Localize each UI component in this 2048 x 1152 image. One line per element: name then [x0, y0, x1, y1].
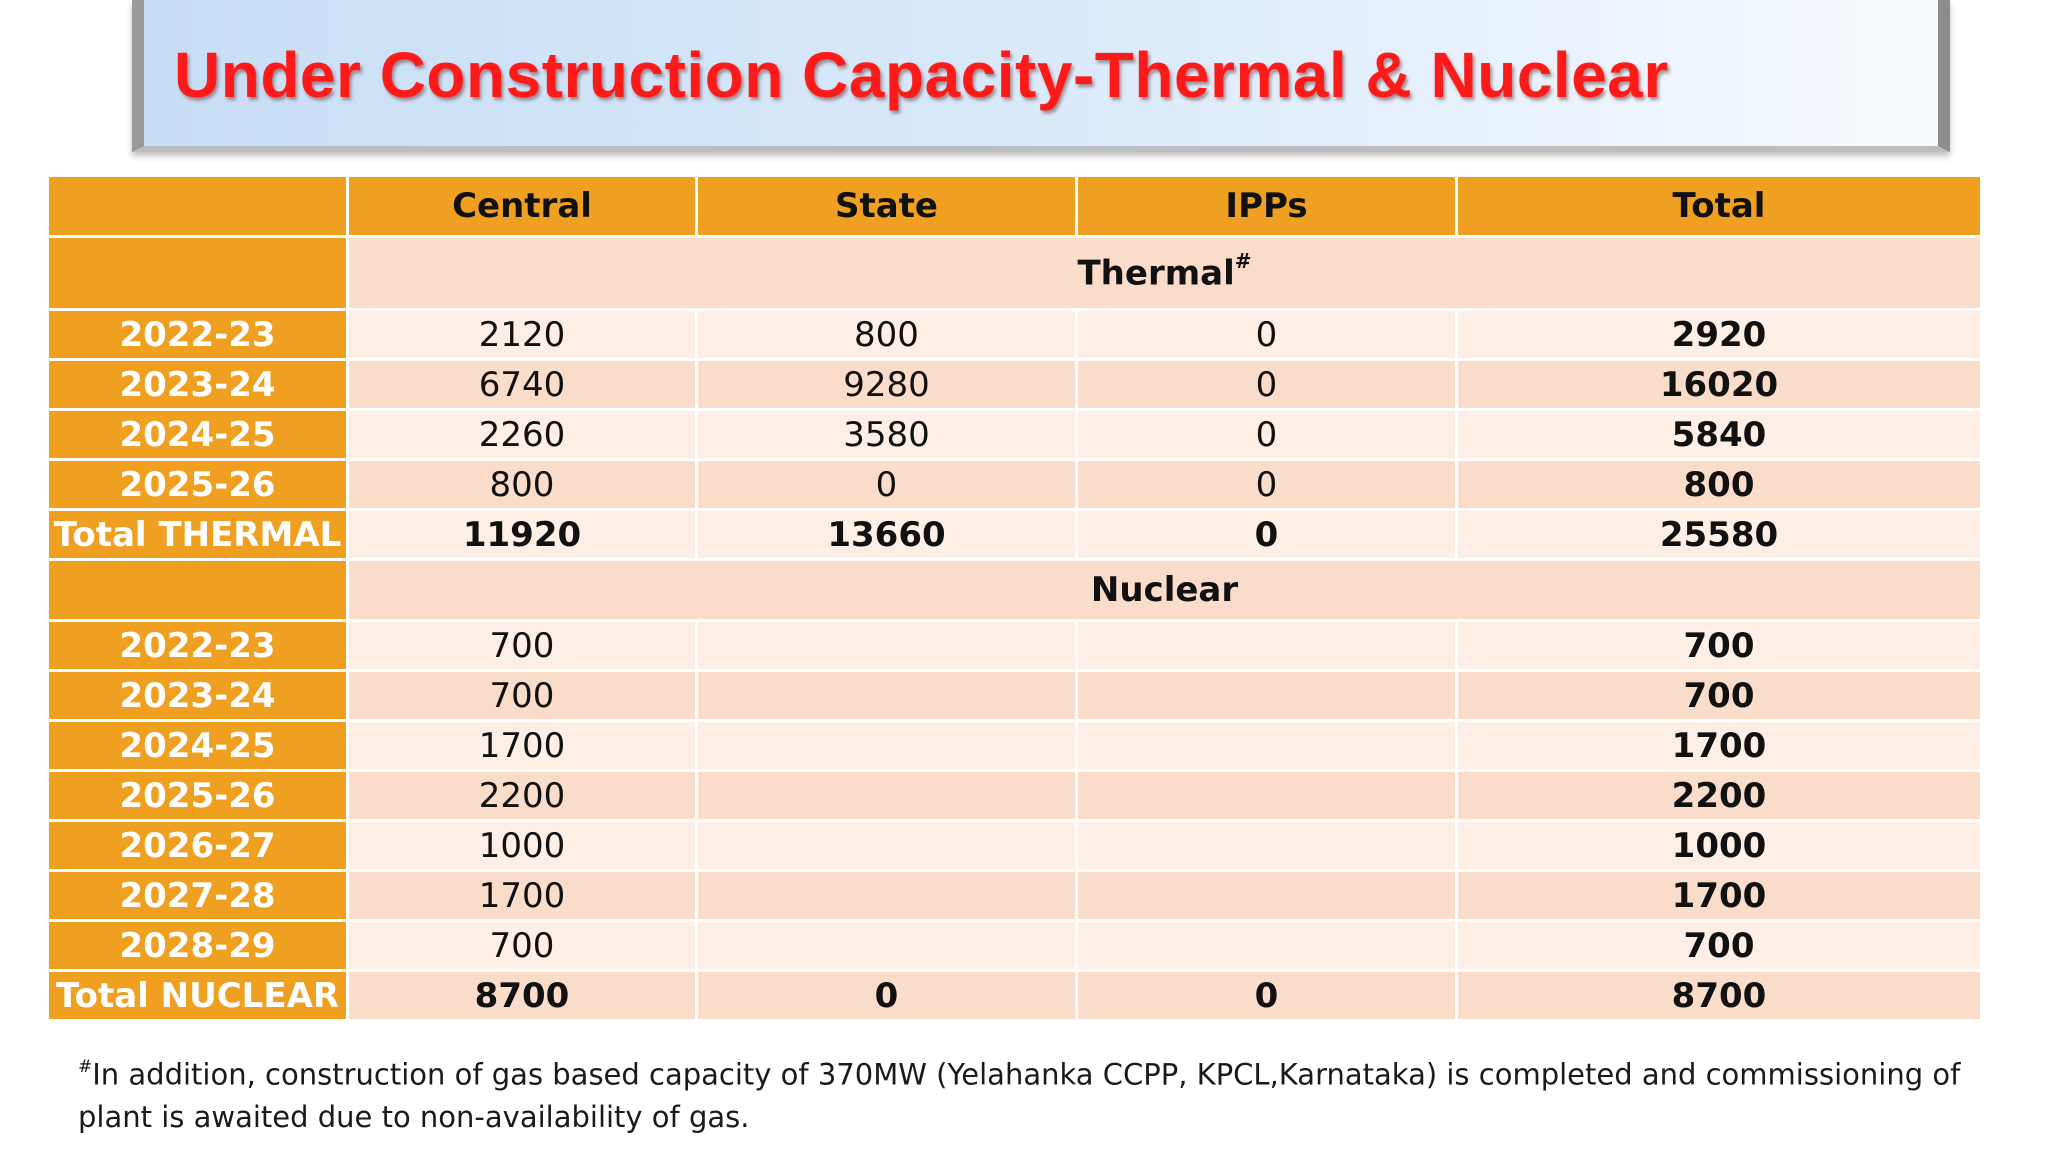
table-row: 2027-28 1700 1700: [46, 869, 1983, 922]
cell-ipps: [1075, 769, 1458, 822]
row-year: 2022-23: [46, 619, 349, 672]
cell-central: 1700: [346, 869, 698, 922]
cell-ipps: [1075, 669, 1458, 722]
cell-total: 5840: [1455, 408, 1983, 461]
cell-total: 1700: [1455, 869, 1983, 922]
nuclear-section-row: Nuclear: [46, 558, 1983, 622]
cell-ipps: 0: [1075, 308, 1458, 361]
thermal-section-label: Thermal: [1077, 253, 1235, 294]
cell-state: [695, 919, 1078, 972]
cell-state: [695, 769, 1078, 822]
row-year: 2023-24: [46, 669, 349, 722]
footnote-mark: #: [78, 1057, 93, 1077]
cell-total: 16020: [1455, 358, 1983, 411]
cell-ipps: 0: [1075, 458, 1458, 511]
cell-state: 9280: [695, 358, 1078, 411]
total-thermal-label: Total THERMAL: [46, 508, 349, 561]
cell-total: 1700: [1455, 719, 1983, 772]
table-header-row: Central State IPPs Total: [46, 174, 1983, 238]
row-year: 2028-29: [46, 919, 349, 972]
header-cell-state: State: [695, 174, 1078, 238]
cell-total: 8700: [1455, 969, 1983, 1022]
section-label-blank: [46, 235, 349, 311]
table-row: 2024-25 1700 1700: [46, 719, 1983, 772]
row-year: 2022-23: [46, 308, 349, 361]
cell-state: 13660: [695, 508, 1078, 561]
cell-central: 1000: [346, 819, 698, 872]
cell-state: [695, 869, 1078, 922]
cell-total: 1000: [1455, 819, 1983, 872]
cell-ipps: [1075, 819, 1458, 872]
cell-ipps: [1075, 719, 1458, 772]
cell-state: 0: [695, 969, 1078, 1022]
table-row: 2026-27 1000 1000: [46, 819, 1983, 872]
cell-ipps: 0: [1075, 969, 1458, 1022]
table-row: 2022-23 700 700: [46, 619, 1983, 672]
row-year: 2024-25: [46, 408, 349, 461]
row-year: 2024-25: [46, 719, 349, 772]
cell-total: 700: [1455, 919, 1983, 972]
cell-total: 800: [1455, 458, 1983, 511]
cell-state: [695, 669, 1078, 722]
nuclear-section-heading: Nuclear: [346, 558, 1983, 622]
cell-central: 700: [346, 919, 698, 972]
thermal-section-row: Thermal#: [46, 235, 1983, 311]
header-cell-empty: [46, 174, 349, 238]
cell-total: 700: [1455, 669, 1983, 722]
table-row: 2022-23 2120 800 0 2920: [46, 308, 1983, 361]
row-year: 2027-28: [46, 869, 349, 922]
row-year: 2026-27: [46, 819, 349, 872]
cell-total: 2920: [1455, 308, 1983, 361]
cell-state: 3580: [695, 408, 1078, 461]
title-banner: Under Construction Capacity-Thermal & Nu…: [132, 0, 1950, 152]
section-label-blank: [46, 558, 349, 622]
cell-ipps: [1075, 619, 1458, 672]
cell-central: 700: [346, 669, 698, 722]
cell-central: 800: [346, 458, 698, 511]
page-title: Under Construction Capacity-Thermal & Nu…: [174, 39, 1669, 111]
table-row: 2023-24 700 700: [46, 669, 1983, 722]
table-row: 2023-24 6740 9280 0 16020: [46, 358, 1983, 411]
thermal-footnote-mark: #: [1234, 248, 1252, 273]
cell-central: 8700: [346, 969, 698, 1022]
footnote-text: In addition, construction of gas based c…: [78, 1057, 1961, 1134]
cell-ipps: 0: [1075, 408, 1458, 461]
cell-total: 25580: [1455, 508, 1983, 561]
cell-central: 700: [346, 619, 698, 672]
cell-central: 2120: [346, 308, 698, 361]
header-cell-ipps: IPPs: [1075, 174, 1458, 238]
cell-central: 6740: [346, 358, 698, 411]
total-nuclear-label: Total NUCLEAR: [46, 969, 349, 1022]
table-row: 2025-26 2200 2200: [46, 769, 1983, 822]
cell-central: 2260: [346, 408, 698, 461]
header-cell-central: Central: [346, 174, 698, 238]
cell-state: [695, 719, 1078, 772]
table-row: 2024-25 2260 3580 0 5840: [46, 408, 1983, 461]
footnote: #In addition, construction of gas based …: [78, 1048, 1978, 1138]
cell-ipps: 0: [1075, 358, 1458, 411]
cell-ipps: 0: [1075, 508, 1458, 561]
cell-state: 0: [695, 458, 1078, 511]
row-year: 2025-26: [46, 458, 349, 511]
total-nuclear-row: Total NUCLEAR 8700 0 0 8700: [46, 969, 1983, 1022]
cell-total: 2200: [1455, 769, 1983, 822]
cell-ipps: [1075, 869, 1458, 922]
cell-state: [695, 819, 1078, 872]
row-year: 2023-24: [46, 358, 349, 411]
cell-state: 800: [695, 308, 1078, 361]
cell-total: 700: [1455, 619, 1983, 672]
total-thermal-row: Total THERMAL 11920 13660 0 25580: [46, 508, 1983, 561]
cell-central: 2200: [346, 769, 698, 822]
cell-ipps: [1075, 919, 1458, 972]
thermal-section-heading: Thermal#: [346, 235, 1983, 311]
header-cell-total: Total: [1455, 174, 1983, 238]
capacity-table: Central State IPPs Total Thermal# 2022-2…: [46, 174, 1983, 1022]
table-row: 2028-29 700 700: [46, 919, 1983, 972]
cell-central: 11920: [346, 508, 698, 561]
table-row: 2025-26 800 0 0 800: [46, 458, 1983, 511]
cell-state: [695, 619, 1078, 672]
cell-central: 1700: [346, 719, 698, 772]
row-year: 2025-26: [46, 769, 349, 822]
